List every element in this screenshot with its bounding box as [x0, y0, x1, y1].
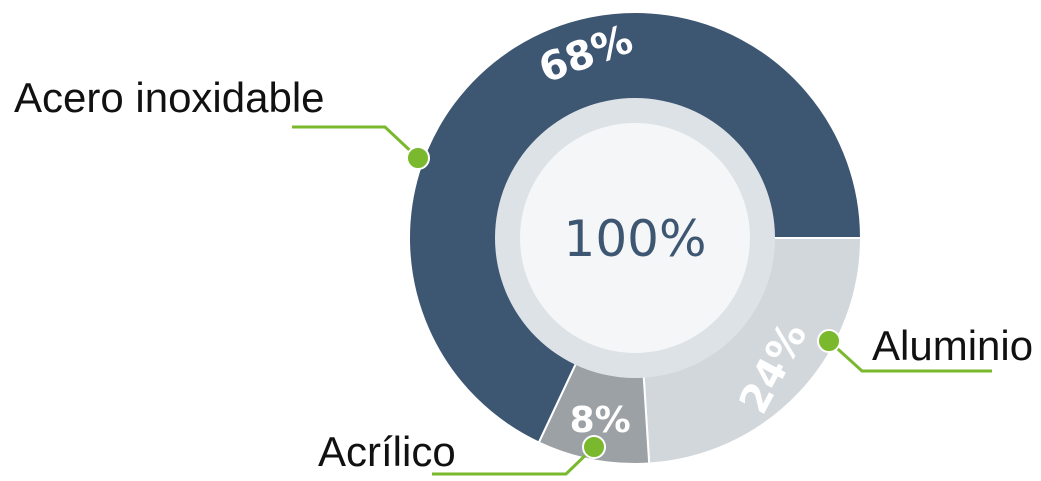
- callouts-group: Acero inoxidable Aluminio Acrílico: [14, 74, 1033, 476]
- inner-core: [520, 123, 750, 353]
- center-total-label: 100%: [564, 210, 707, 268]
- callout-category-label: Aluminio: [872, 322, 1033, 369]
- callout-category-label: Acrílico: [318, 428, 456, 475]
- callout-line: [827, 339, 992, 373]
- callout-category-label: Acero inoxidable: [14, 74, 325, 121]
- slice-value-label: 8%: [570, 400, 631, 441]
- callout-dot: [582, 435, 606, 459]
- callout-dot: [406, 146, 430, 170]
- callout-line: [292, 125, 420, 160]
- callout-dot: [817, 329, 841, 353]
- callout-line: [432, 445, 596, 476]
